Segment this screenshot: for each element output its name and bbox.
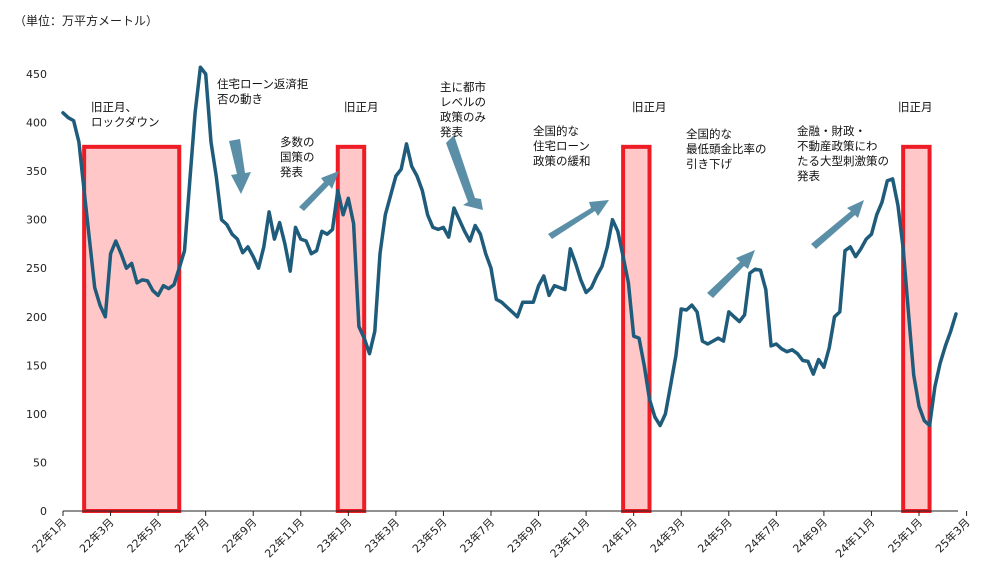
y-tick-label: 150	[26, 359, 47, 372]
annotation-lunar-new-year-2025: 旧正月	[898, 100, 933, 114]
x-tick-label: 23年9月	[504, 515, 544, 555]
arrow-icon	[446, 135, 483, 210]
x-tick-label: 22年11月	[262, 515, 307, 560]
x-tick-label: 22年9月	[219, 515, 259, 555]
x-tick-label: 22年5月	[124, 515, 164, 555]
arrow-icon	[229, 139, 251, 194]
annotation-lunar-new-year-2024: 旧正月	[632, 100, 667, 114]
x-tick-label: 22年3月	[76, 515, 116, 555]
y-tick-label: 450	[26, 68, 47, 81]
arrow-icon	[707, 250, 755, 298]
x-tick-label: 24年1月	[599, 515, 639, 555]
y-tick-label: 400	[26, 117, 47, 130]
x-tick-label: 22年7月	[171, 515, 211, 555]
y-tick-label: 50	[33, 456, 47, 469]
y-axis: 0 50 100 150 200 250 300 350 400 450	[26, 68, 47, 518]
arrow-icon	[548, 200, 609, 239]
y-tick-label: 100	[26, 408, 47, 421]
x-tick-label: 24年7月	[742, 515, 782, 555]
annotation-lockdown: 旧正月、 ロックダウン	[91, 100, 160, 129]
y-tick-label: 200	[26, 311, 47, 324]
y-tick-label: 250	[26, 262, 47, 275]
highlight-box	[621, 144, 652, 513]
trend-arrows	[229, 135, 864, 298]
x-axis: 22年1月 22年3月 22年5月 22年7月 22年9月 22年11月 23年1月 23年3…	[29, 510, 973, 560]
arrow-icon	[811, 200, 864, 249]
x-tick-label: 23年5月	[409, 515, 449, 555]
x-tick-label: 23年1月	[314, 515, 354, 555]
y-tick-label: 300	[26, 214, 47, 227]
annotation-city-level-policies: 主に都市 レベルの 政策のみ 発表	[440, 80, 486, 139]
annotation-mortgage-easing: 全国的な 住宅ローン 政策の緩和	[533, 124, 591, 168]
highlight-box	[82, 144, 182, 513]
annotation-mortgage-boycott: 住宅ローン返済拒 否の動き	[217, 77, 309, 106]
unit-label: （単位：万平方メートル）	[14, 14, 159, 28]
x-tick-label: 23年11月	[547, 515, 592, 560]
series-line	[61, 65, 958, 428]
arrow-icon	[299, 171, 339, 211]
annotation-lunar-new-year-2023: 旧正月	[344, 100, 379, 114]
x-tick-label: 24年9月	[790, 515, 830, 555]
x-tick-label: 22年1月	[29, 515, 69, 555]
y-tick-label: 0	[40, 505, 47, 518]
annotation-stimulus: 金融・財政・ 不動産政策にわ たる大型刺激策の 発表	[797, 124, 889, 183]
x-tick-label: 25年3月	[932, 515, 972, 555]
x-tick-label: 24年11月	[832, 515, 877, 560]
x-tick-label: 24年5月	[695, 515, 735, 555]
annotation-national-policies: 多数の 国策の 発表	[280, 135, 315, 179]
x-tick-label: 25年1月	[885, 515, 925, 555]
highlight-box	[901, 144, 932, 513]
highlight-boxes	[82, 144, 932, 513]
x-tick-label: 23年3月	[362, 515, 402, 555]
x-tick-label: 23年7月	[457, 515, 497, 555]
annotation-downpayment-cut: 全国的な 最低頭金比率の 引き下げ	[686, 127, 767, 171]
y-tick-label: 350	[26, 165, 47, 178]
x-tick-label: 24年3月	[647, 515, 687, 555]
series-layer	[61, 65, 958, 428]
